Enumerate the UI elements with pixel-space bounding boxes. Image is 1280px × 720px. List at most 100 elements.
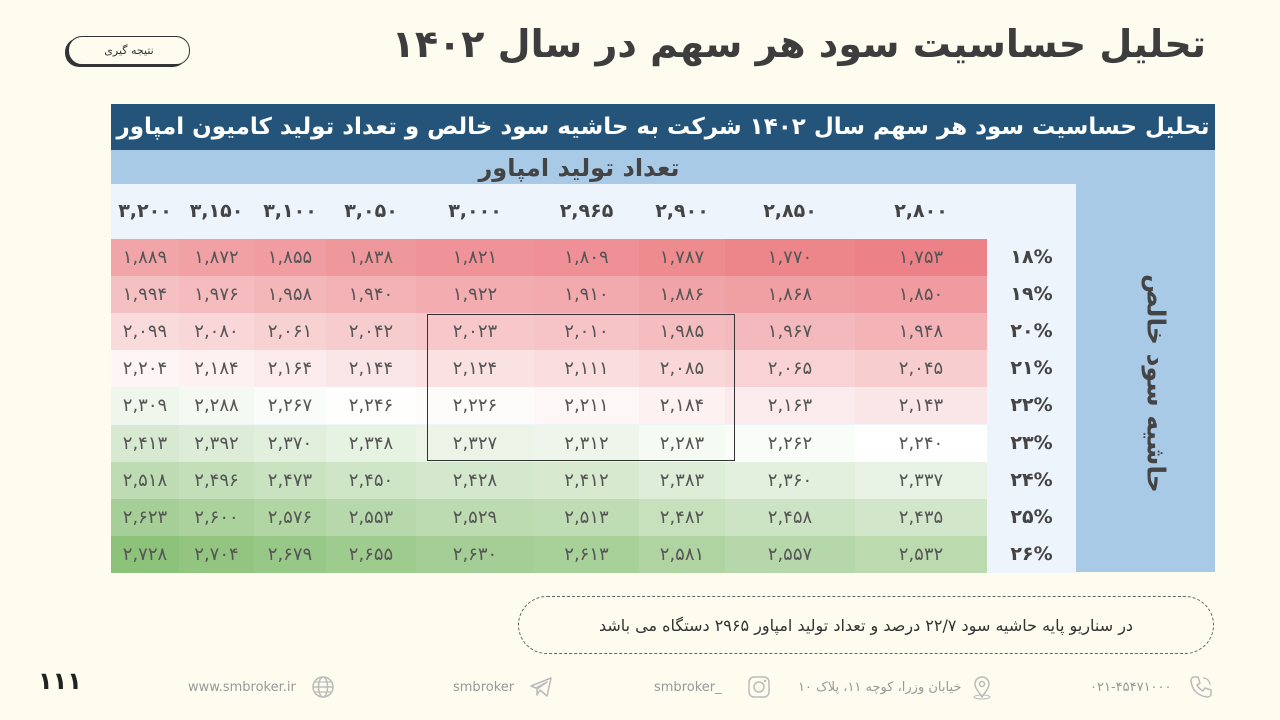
- table-cell: ۲,۱۲۴: [416, 350, 534, 388]
- table-cell: ۲,۱۶۳: [725, 387, 855, 425]
- page-title: تحلیل حساسیت سود هر سهم در سال ۱۴۰۲: [391, 22, 1206, 66]
- table-cell: ۲,۱۱۱: [534, 350, 639, 388]
- table-cell: ۲,۵۵۷: [725, 535, 855, 573]
- table-cell: ۱,۸۵۵: [254, 239, 326, 276]
- table-cell: ۱,۹۸۵: [639, 313, 725, 351]
- location-icon: [969, 674, 995, 700]
- footer-address: خیابان وزرا، کوچه ۱۱، پلاک ۱۰: [798, 672, 995, 702]
- column-header: ۳,۲۰۰: [118, 200, 172, 222]
- instagram-icon: [746, 674, 772, 700]
- table-cell: ۲,۳۶۰: [725, 461, 855, 499]
- table-cell: ۲,۵۵۳: [326, 498, 416, 536]
- table-cell: ۱,۸۲۱: [416, 239, 534, 276]
- column-header: ۲,۹۶۵: [559, 200, 614, 222]
- table-cell: ۲,۲۴۶: [326, 387, 416, 425]
- column-header: ۲,۸۰۰: [894, 200, 948, 222]
- row-header: ۲۳%: [987, 424, 1076, 462]
- table-cell: ۲,۲۱۱: [534, 387, 639, 425]
- footer-website[interactable]: www.smbroker.ir: [188, 672, 336, 702]
- conclusion-badge: نتیجه گیری: [68, 36, 190, 65]
- table-cell: ۲,۳۲۷: [416, 424, 534, 462]
- address-text: خیابان وزرا، کوچه ۱۱، پلاک ۱۰: [798, 679, 962, 695]
- page-number: ۱۱۱: [38, 667, 82, 695]
- sensitivity-table: تحلیل حساسیت سود هر سهم سال ۱۴۰۲ شرکت به…: [111, 104, 1215, 573]
- row-header: ۱۸%: [987, 239, 1076, 276]
- table-cell: ۲,۵۳۲: [855, 535, 987, 573]
- table-cell: ۱,۷۷۰: [725, 239, 855, 276]
- table-cell: ۲,۶۰۰: [179, 498, 254, 536]
- footer-phone[interactable]: ۰۲۱-۴۵۴۷۱۰۰۰: [1090, 672, 1214, 702]
- table-cell: ۲,۴۲۸: [416, 461, 534, 499]
- table-cell: ۲,۲۰۴: [111, 350, 179, 388]
- table-cell: ۲,۱۸۴: [179, 350, 254, 388]
- table-cell: ۲,۰۸۰: [179, 313, 254, 351]
- table-cell: ۲,۵۸۱: [639, 535, 725, 573]
- table-cell: ۲,۳۱۲: [534, 424, 639, 462]
- footer-telegram[interactable]: smbroker: [453, 672, 554, 702]
- table-cell: ۲,۵۱۸: [111, 461, 179, 499]
- column-header: ۳,۰۵۰: [344, 200, 398, 222]
- table-cell: ۲,۴۸۲: [639, 498, 725, 536]
- table-cell: ۱,۹۱۰: [534, 276, 639, 314]
- column-header: ۲,۸۵۰: [763, 200, 817, 222]
- row-header: ۲۶%: [987, 535, 1076, 573]
- row-axis-title: حاشیه سود خالص: [1141, 273, 1171, 493]
- column-header: ۳,۱۰۰: [263, 200, 317, 222]
- row-header: ۲۴%: [987, 461, 1076, 499]
- table-cell: ۲,۲۴۰: [855, 424, 987, 462]
- table-cell: ۲,۳۷۰: [254, 424, 326, 462]
- table-cell: ۲,۱۴۴: [326, 350, 416, 388]
- column-header: ۲,۹۰۰: [655, 200, 709, 222]
- table-cell: ۲,۱۴۳: [855, 387, 987, 425]
- table-cell: ۲,۲۲۶: [416, 387, 534, 425]
- table-cell: ۲,۰۴۵: [855, 350, 987, 388]
- table-cell: ۱,۹۵۸: [254, 276, 326, 314]
- table-cell: ۲,۳۴۸: [326, 424, 416, 462]
- table-cell: ۲,۶۲۳: [111, 498, 179, 536]
- table-cell: ۱,۸۰۹: [534, 239, 639, 276]
- table-cell: ۱,۸۶۸: [725, 276, 855, 314]
- table-cell: ۲,۴۳۵: [855, 498, 987, 536]
- footer-instagram[interactable]: smbroker_: [654, 672, 772, 702]
- table-cell: ۲,۵۷۶: [254, 498, 326, 536]
- table-cell: ۲,۰۲۳: [416, 313, 534, 351]
- table-cell: ۲,۰۶۱: [254, 313, 326, 351]
- table-cell: ۲,۲۶۲: [725, 424, 855, 462]
- table-grid: ۳,۲۰۰ ۳,۱۵۰ ۳,۱۰۰ ۳,۰۵۰ ۳,۰۰۰ ۲,۹۶۵ ۲,۹۰۰ ۲,۸۵۰…: [111, 184, 1076, 573]
- table-cell: ۱,۹۴۸: [855, 313, 987, 351]
- phone-icon: [1188, 674, 1214, 700]
- table-cell: ۱,۹۹۴: [111, 276, 179, 314]
- table-cell: ۲,۳۰۹: [111, 387, 179, 425]
- telegram-icon: [528, 674, 554, 700]
- table-cell: ۲,۰۶۵: [725, 350, 855, 388]
- table-cell: ۲,۶۷۹: [254, 535, 326, 573]
- instagram-text: smbroker_: [654, 679, 722, 695]
- table-cell: ۲,۴۷۳: [254, 461, 326, 499]
- table-cell: ۲,۵۲۹: [416, 498, 534, 536]
- column-axis-title: تعداد تولید امپاور: [478, 154, 680, 182]
- table-cell: ۲,۱۸۴: [639, 387, 725, 425]
- table-cell: ۲,۵۱۳: [534, 498, 639, 536]
- scenario-note: در سناریو پایه حاشیه سود ۲۲/۷ درصد و تعد…: [518, 596, 1214, 654]
- table-cell: ۲,۶۵۵: [326, 535, 416, 573]
- table-cell: ۲,۲۸۸: [179, 387, 254, 425]
- table-cell: ۱,۷۸۷: [639, 239, 725, 276]
- telegram-text: smbroker: [453, 679, 515, 695]
- website-text: www.smbroker.ir: [188, 679, 296, 695]
- table-cell: ۲,۰۸۵: [639, 350, 725, 388]
- table-cell: ۲,۴۵۸: [725, 498, 855, 536]
- table-cell: ۱,۷۵۳: [855, 239, 987, 276]
- table-cell: ۲,۷۰۴: [179, 535, 254, 573]
- table-cell: ۱,۹۷۶: [179, 276, 254, 314]
- row-header: ۱۹%: [987, 276, 1076, 314]
- table-cell: ۲,۴۵۰: [326, 461, 416, 499]
- column-header: ۳,۱۵۰: [189, 200, 244, 222]
- table-cell: ۲,۶۱۳: [534, 535, 639, 573]
- table-cell: ۱,۹۶۷: [725, 313, 855, 351]
- table-cell: ۱,۸۷۲: [179, 239, 254, 276]
- phone-text: ۰۲۱-۴۵۴۷۱۰۰۰: [1090, 679, 1172, 695]
- row-header: ۲۲%: [987, 387, 1076, 425]
- table-cell: ۲,۲۶۷: [254, 387, 326, 425]
- table-banner: تحلیل حساسیت سود هر سهم سال ۱۴۰۲ شرکت به…: [111, 104, 1215, 150]
- table-cell: ۱,۸۸۶: [639, 276, 725, 314]
